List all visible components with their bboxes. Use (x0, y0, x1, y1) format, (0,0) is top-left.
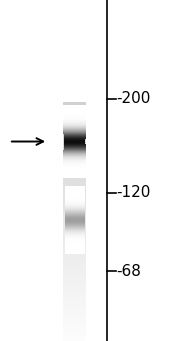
Text: -200: -200 (117, 91, 151, 106)
Text: -68: -68 (117, 264, 142, 279)
Text: -120: -120 (117, 185, 151, 200)
